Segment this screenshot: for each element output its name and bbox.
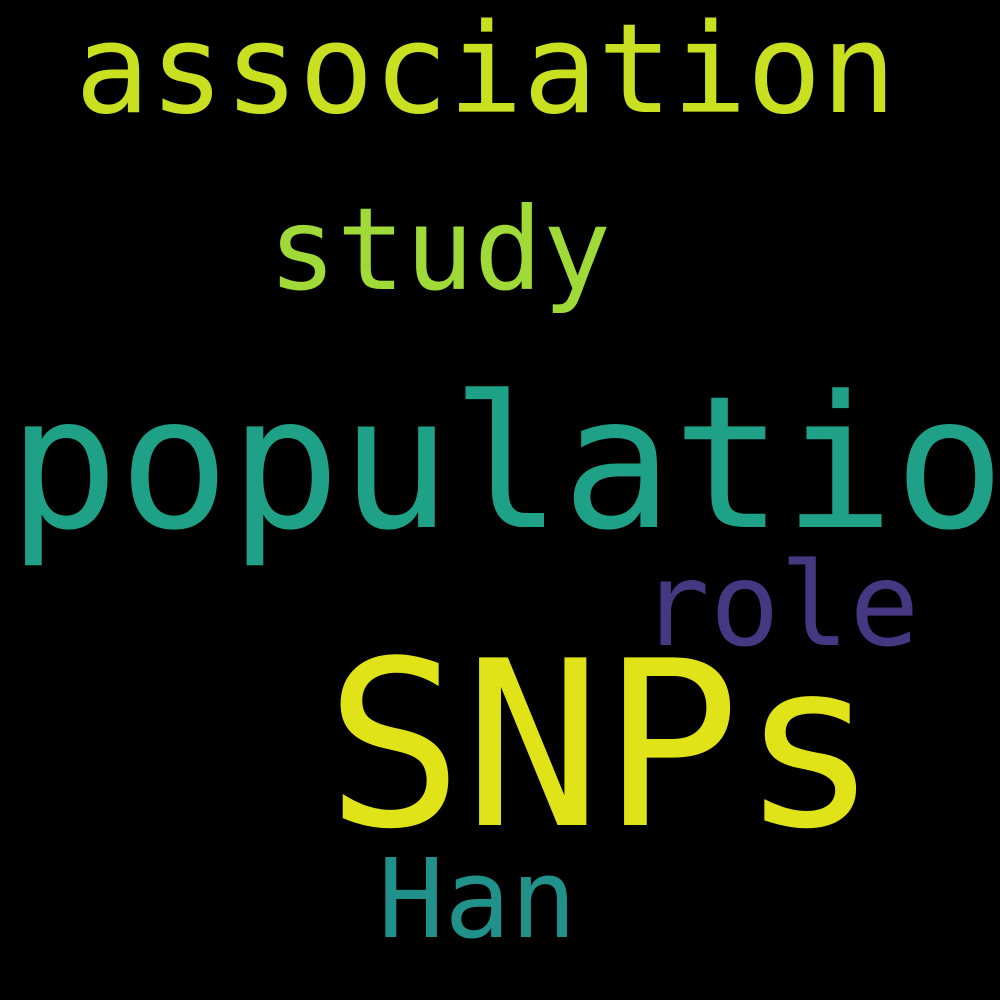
word-association: association bbox=[75, 0, 897, 142]
word-population: population bbox=[8, 357, 1000, 571]
word-role: role bbox=[640, 538, 920, 673]
word-snps: SNPs bbox=[325, 613, 879, 880]
word-han: Han bbox=[378, 835, 577, 963]
word-study: study bbox=[268, 183, 612, 316]
